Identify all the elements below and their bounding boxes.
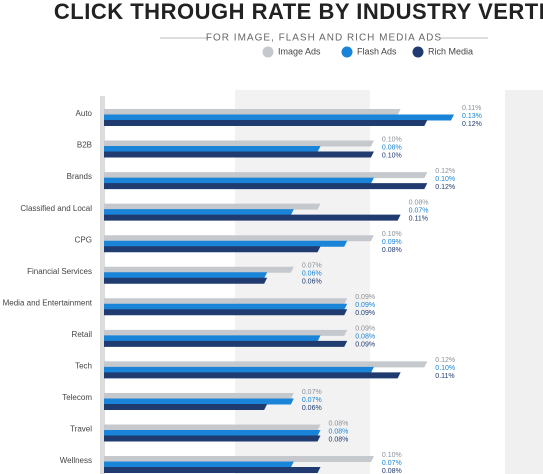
value-label: 0.07% bbox=[302, 263, 322, 270]
bar bbox=[104, 140, 374, 147]
axis-wall bbox=[100, 96, 105, 474]
bar bbox=[104, 340, 348, 347]
value-label: 0.10% bbox=[435, 365, 455, 372]
bar bbox=[104, 303, 348, 310]
bar bbox=[104, 172, 428, 179]
bar bbox=[104, 109, 401, 115]
legend-label: Image Ads bbox=[278, 46, 321, 56]
bar bbox=[104, 372, 401, 379]
chart-title: CLICK THROUGH RATE BY INDUSTRY VERTICAL bbox=[54, 0, 543, 24]
bar bbox=[104, 403, 268, 410]
bar bbox=[104, 329, 348, 336]
value-label: 0.08% bbox=[329, 420, 349, 427]
bar bbox=[104, 120, 428, 126]
value-label: 0.08% bbox=[409, 199, 429, 206]
value-label: 0.09% bbox=[355, 294, 375, 301]
bar bbox=[104, 298, 348, 305]
y-tick-label: Classified and Local bbox=[20, 204, 92, 213]
bar bbox=[104, 335, 321, 342]
y-tick-label: Auto bbox=[76, 109, 93, 118]
value-label: 0.07% bbox=[302, 389, 322, 396]
bar bbox=[104, 114, 454, 121]
y-tick-label: Telecom bbox=[62, 393, 92, 402]
value-label: 0.07% bbox=[409, 207, 429, 214]
bar bbox=[104, 430, 321, 436]
bar bbox=[104, 240, 348, 247]
value-label: 0.12% bbox=[435, 168, 455, 175]
legend-swatch bbox=[412, 46, 424, 58]
value-label: 0.09% bbox=[382, 239, 402, 246]
value-label: 0.07% bbox=[302, 397, 322, 404]
bar bbox=[104, 424, 321, 431]
legend-label: Flash Ads bbox=[357, 46, 397, 56]
value-label: 0.10% bbox=[382, 231, 402, 238]
bar bbox=[104, 272, 268, 279]
bar bbox=[104, 203, 321, 210]
value-label: 0.09% bbox=[355, 302, 375, 309]
y-tick-label: Media and Entertainment bbox=[3, 298, 93, 307]
bar bbox=[104, 246, 321, 253]
bar bbox=[104, 177, 374, 184]
legend-label: Rich Media bbox=[428, 46, 473, 56]
bar bbox=[104, 467, 321, 474]
value-label: 0.12% bbox=[435, 357, 455, 364]
value-label: 0.10% bbox=[435, 176, 455, 183]
y-tick-label: Wellness bbox=[60, 456, 92, 465]
value-label: 0.09% bbox=[355, 326, 375, 333]
value-label: 0.08% bbox=[355, 334, 375, 341]
value-label: 0.12% bbox=[435, 184, 455, 191]
value-label: 0.10% bbox=[382, 452, 402, 459]
y-tick-label: Financial Services bbox=[27, 267, 92, 276]
bar bbox=[104, 456, 374, 463]
y-tick-label: Retail bbox=[72, 330, 93, 339]
y-tick-label: Travel bbox=[70, 425, 92, 434]
value-label: 0.08% bbox=[382, 247, 402, 254]
bar bbox=[104, 151, 374, 158]
bar bbox=[104, 266, 294, 273]
value-label: 0.11% bbox=[435, 373, 454, 380]
value-label: 0.11% bbox=[462, 105, 481, 112]
bar bbox=[104, 277, 268, 284]
value-label: 0.08% bbox=[329, 436, 349, 443]
value-label: 0.06% bbox=[302, 279, 322, 286]
bar bbox=[104, 361, 428, 368]
y-tick-label: CPG bbox=[75, 235, 92, 244]
value-label: 0.10% bbox=[382, 136, 402, 143]
bar bbox=[104, 435, 321, 442]
y-tick-label: Brands bbox=[67, 172, 92, 181]
value-label: 0.11% bbox=[409, 215, 428, 222]
y-tick-label: Tech bbox=[75, 362, 92, 371]
value-label: 0.07% bbox=[382, 460, 402, 467]
value-label: 0.09% bbox=[355, 342, 375, 349]
bar bbox=[104, 309, 348, 316]
value-label: 0.12% bbox=[462, 121, 482, 128]
bar bbox=[104, 209, 294, 216]
value-label: 0.09% bbox=[355, 310, 375, 317]
chart-subtitle: FOR IMAGE, FLASH AND RICH MEDIA ADS bbox=[206, 33, 442, 44]
value-label: 0.13% bbox=[462, 113, 482, 120]
bar bbox=[104, 214, 401, 221]
value-label: 0.08% bbox=[382, 144, 402, 151]
bar bbox=[104, 146, 321, 153]
value-label: 0.06% bbox=[302, 405, 322, 412]
bar bbox=[104, 235, 374, 242]
y-tick-label: B2B bbox=[77, 141, 92, 150]
value-label: 0.06% bbox=[302, 271, 322, 278]
value-label: 0.10% bbox=[382, 152, 402, 159]
bar bbox=[104, 398, 294, 405]
bar bbox=[104, 366, 374, 373]
bar bbox=[104, 461, 294, 468]
value-label: 0.08% bbox=[382, 468, 402, 474]
background-column bbox=[505, 90, 543, 474]
bar bbox=[104, 183, 428, 190]
value-label: 0.08% bbox=[329, 428, 349, 435]
bar bbox=[104, 392, 294, 399]
legend-swatch bbox=[341, 46, 353, 58]
legend-swatch bbox=[262, 46, 274, 58]
